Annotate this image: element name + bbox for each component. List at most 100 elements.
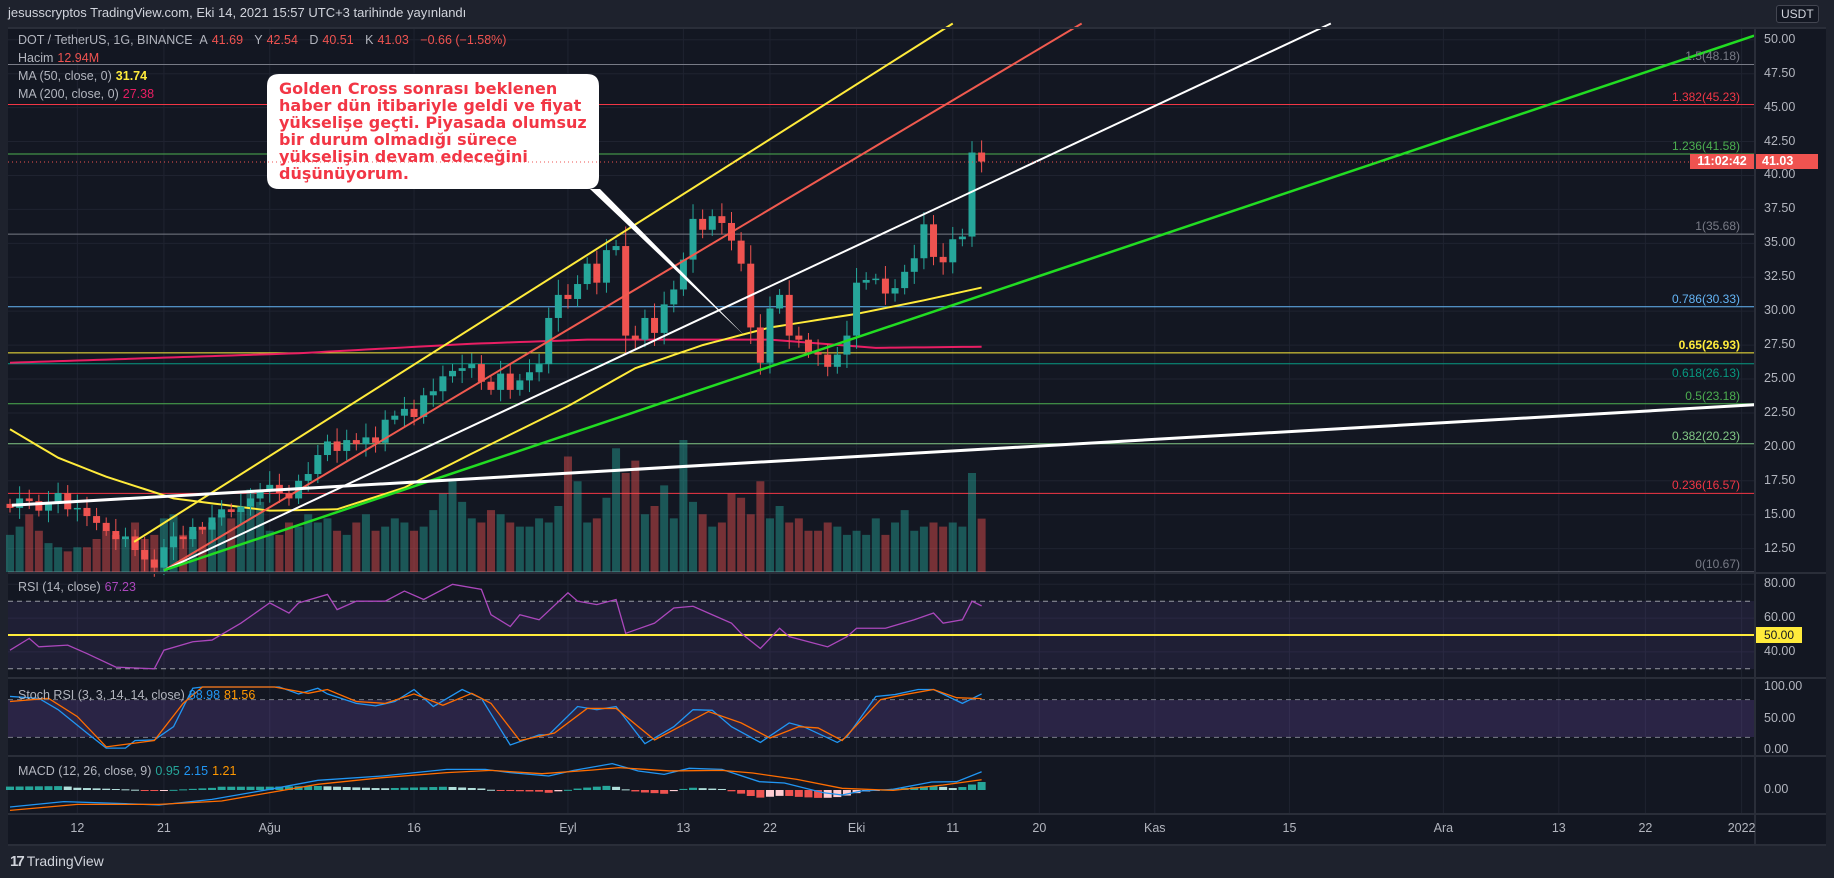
candle[interactable] [795,335,803,340]
candle[interactable] [814,351,822,355]
candle[interactable] [247,498,254,507]
candle[interactable] [6,503,14,508]
trendline[interactable] [11,403,1755,507]
candle[interactable] [93,516,101,523]
candle[interactable] [362,437,370,445]
candle[interactable] [593,263,601,283]
stoch-legend[interactable]: Stoch RSI (3, 3, 14, 14, close) 88.98 81.5… [18,688,259,702]
candle[interactable] [583,263,591,285]
candle[interactable] [352,440,360,445]
candle[interactable] [35,501,43,511]
candle[interactable] [881,278,889,294]
candle[interactable] [73,507,81,510]
ma50-legend[interactable]: MA (50, close, 0) 31.74 [18,69,151,83]
candle[interactable] [699,218,707,230]
candle[interactable] [978,152,986,162]
callout-bubble[interactable] [267,74,745,336]
candle[interactable] [372,437,380,443]
candle[interactable] [689,218,697,260]
candle[interactable] [833,354,841,367]
candle[interactable] [381,419,389,443]
candle[interactable] [420,395,428,418]
candle[interactable] [776,294,784,309]
candle[interactable] [949,239,957,263]
candle[interactable] [920,224,928,259]
candle[interactable] [468,364,476,369]
candle[interactable] [131,536,139,551]
candle[interactable] [198,526,206,530]
candle[interactable] [516,380,524,390]
candle[interactable] [333,441,341,451]
candle[interactable] [400,408,408,416]
candle[interactable] [439,376,447,392]
candle[interactable] [506,373,514,390]
candle[interactable] [612,246,620,251]
candle[interactable] [83,507,91,517]
trendline[interactable] [133,22,954,543]
candle[interactable] [718,216,726,223]
candle[interactable] [862,279,870,283]
candle[interactable] [170,536,178,548]
candle[interactable] [410,408,418,418]
candle[interactable] [631,335,639,340]
candle[interactable] [872,278,880,281]
candle[interactable] [554,294,562,318]
candle[interactable] [179,536,187,540]
candle[interactable] [968,152,976,237]
candle[interactable] [891,288,899,294]
symbol-legend[interactable]: DOT / TetherUS, 1G, BINANCE A 41.69 Y 42.5… [18,33,510,47]
candle[interactable] [602,250,610,283]
candle[interactable] [766,308,774,363]
candle[interactable] [660,304,668,333]
candle[interactable] [487,381,495,390]
macd-legend[interactable]: MACD (12, 26, close, 9) 0.95 2.15 1.21 [18,764,240,778]
trendline[interactable] [163,22,1332,572]
candle[interactable] [670,289,678,305]
candle[interactable] [323,441,331,456]
candle[interactable] [477,364,485,382]
candle[interactable] [785,294,793,336]
candle[interactable] [44,503,52,511]
candle[interactable] [102,522,110,532]
candle[interactable] [237,506,245,513]
candle[interactable] [208,517,216,530]
candle[interactable] [708,216,716,230]
candle[interactable] [54,493,62,504]
candle[interactable] [343,440,351,451]
candle[interactable] [535,364,543,373]
candle[interactable] [564,294,572,299]
candle[interactable] [930,224,938,257]
candle[interactable] [458,368,466,371]
candle[interactable] [910,258,918,272]
candle[interactable] [25,498,33,502]
candle[interactable] [958,236,966,240]
candle[interactable] [843,335,851,355]
candle[interactable] [622,246,630,336]
candle[interactable] [227,509,235,513]
candle[interactable] [304,474,312,481]
rsi-legend[interactable]: RSI (14, close) 67.23 [18,580,140,594]
candle[interactable] [218,509,226,518]
candle[interactable] [150,559,158,568]
candle[interactable] [525,372,533,381]
candle[interactable] [121,536,129,540]
callout-text[interactable]: Golden Cross sonrası beklenen haber dün … [279,79,587,183]
candle[interactable] [189,526,197,540]
candle[interactable] [112,531,120,540]
symbol-name[interactable]: DOT / TetherUS, 1G, BINANCE [18,33,193,47]
candle[interactable] [939,256,947,263]
candle[interactable] [737,240,745,264]
candle[interactable] [756,327,764,363]
candle[interactable] [574,284,582,299]
candle[interactable] [901,271,909,289]
ma200-legend[interactable]: MA (200, close, 0) 27.38 [18,87,158,101]
candle[interactable] [497,373,505,390]
candle[interactable] [641,317,649,340]
currency-badge[interactable]: USDT [1776,5,1819,23]
candle[interactable] [449,370,457,377]
candle[interactable] [266,484,274,491]
trendline[interactable] [163,22,1083,572]
candle[interactable] [256,490,264,499]
candle[interactable] [391,415,399,420]
